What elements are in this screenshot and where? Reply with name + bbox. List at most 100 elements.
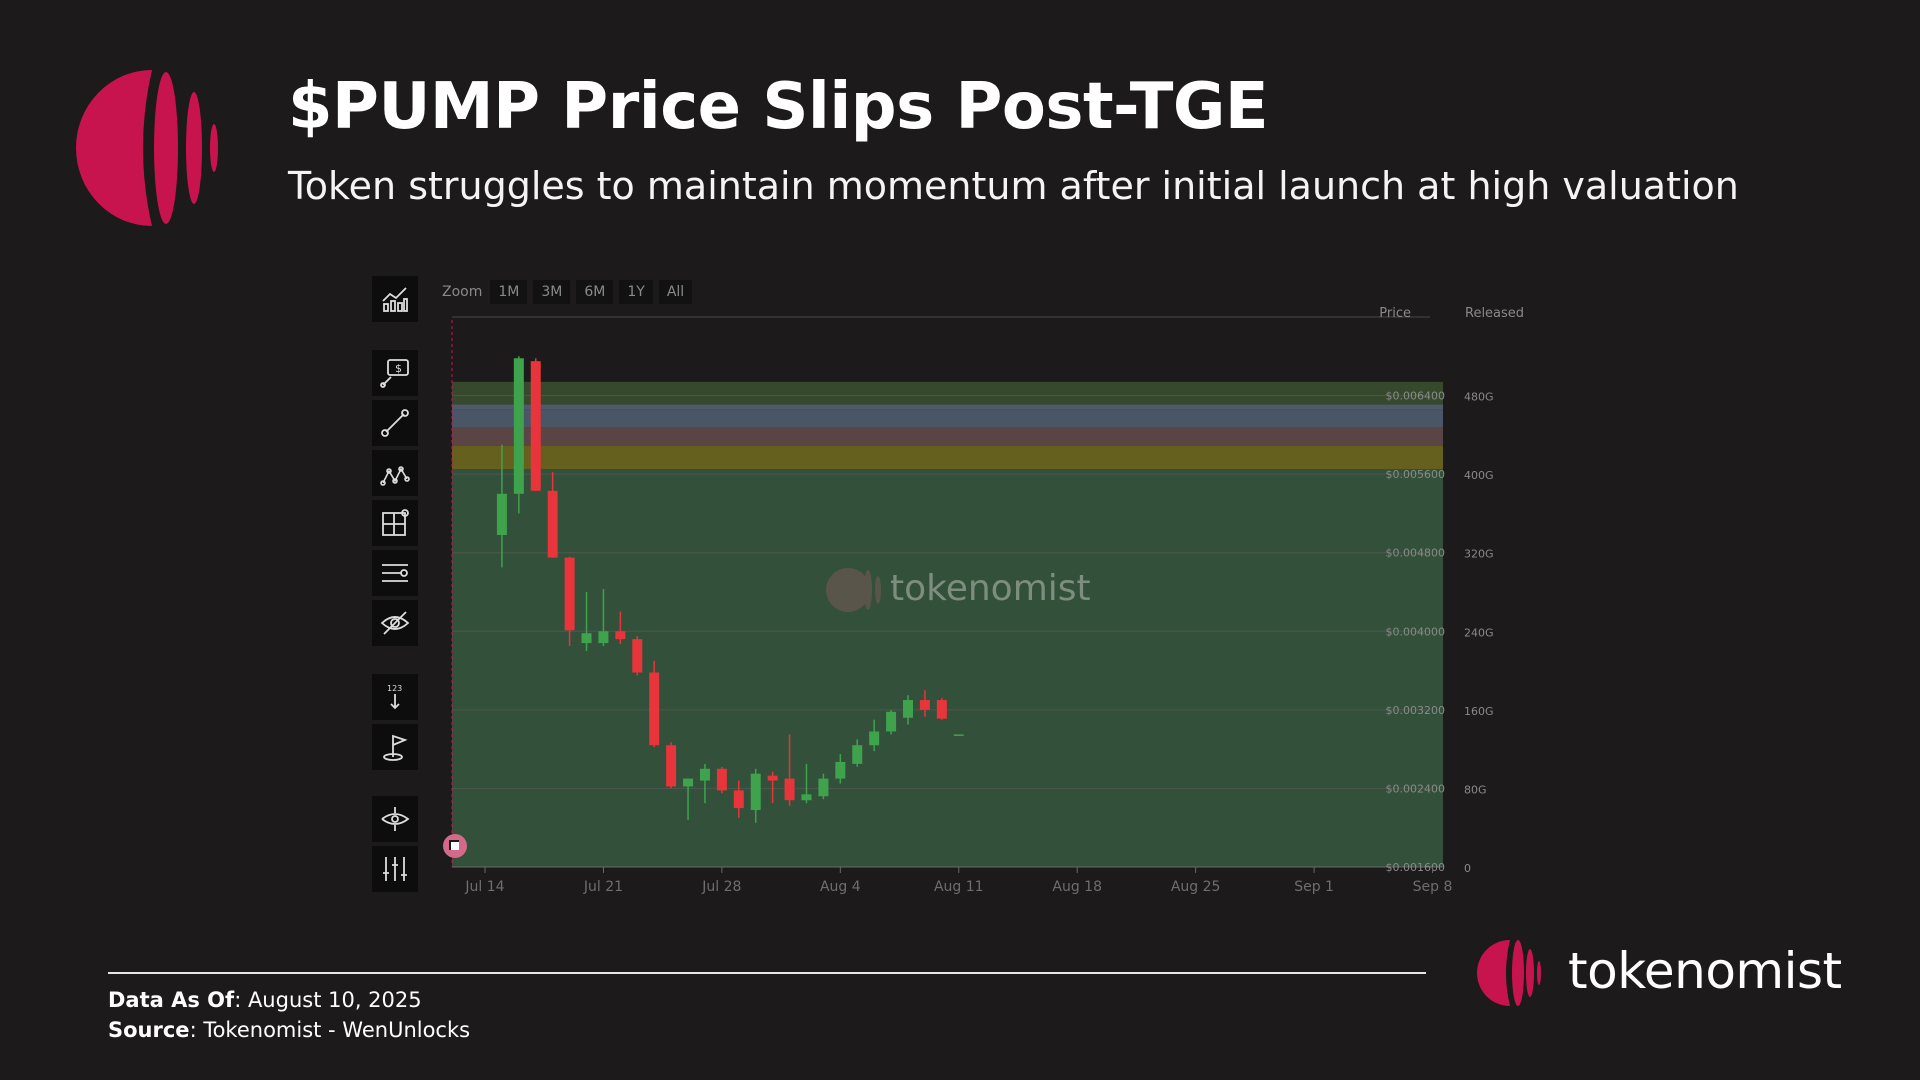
pattern-icon[interactable] — [372, 450, 418, 496]
hide-icon[interactable] — [372, 600, 418, 646]
candle — [835, 754, 846, 784]
candle-body — [699, 768, 710, 781]
candle — [801, 763, 812, 804]
candle-body — [564, 557, 575, 631]
zoom-3m-button[interactable]: 3M — [533, 280, 571, 304]
svg-text:$: $ — [395, 362, 402, 375]
candle — [683, 778, 694, 820]
released-tick-label: 480G — [1464, 391, 1494, 404]
data-as-of: Data As Of: August 10, 2025 — [108, 988, 422, 1012]
layout-grid-icon[interactable] — [372, 500, 418, 546]
x-tick-label: Aug 25 — [1171, 879, 1221, 895]
candle — [598, 589, 609, 647]
candle — [869, 719, 880, 752]
price-alert-icon[interactable]: $ — [372, 350, 418, 396]
candle — [936, 698, 947, 720]
price-chart: tokenomist $0.006400 480G $0.005600 400G $0.… — [443, 306, 1524, 895]
candle-body — [581, 633, 592, 644]
candle-body — [615, 631, 626, 640]
candle — [767, 771, 778, 804]
source: Source: Tokenomist - WenUnlocks — [108, 1018, 470, 1042]
released-band — [452, 445, 1443, 470]
released-band — [452, 409, 1443, 427]
candle-body — [496, 493, 507, 536]
candle — [852, 739, 863, 767]
candle-body — [733, 790, 744, 809]
x-tick-label: Aug 11 — [934, 879, 984, 895]
watermark-logo-icon — [826, 568, 881, 612]
candle-body — [716, 768, 727, 791]
candle-body — [835, 761, 846, 779]
x-tick-label: Sep 1 — [1294, 879, 1334, 895]
price-tick-label: $0.005600 — [1386, 468, 1446, 481]
flag-marker-icon[interactable] — [372, 724, 418, 770]
candle — [699, 763, 710, 804]
candle — [818, 773, 829, 800]
footer-divider — [108, 972, 1426, 974]
candle — [496, 444, 507, 568]
number-marker-icon[interactable]: 123 — [372, 674, 418, 720]
indicator-lines-icon[interactable] — [372, 550, 418, 596]
candle-body — [598, 631, 609, 644]
candle — [615, 611, 626, 645]
price-tick-label: $0.003200 — [1386, 704, 1446, 717]
candle-body — [530, 361, 541, 491]
released-band — [452, 381, 1443, 405]
chart-toolbar: $ 123 — [372, 276, 420, 892]
candle — [581, 592, 592, 651]
candle-body — [801, 794, 812, 801]
crosshair-icon[interactable] — [372, 796, 418, 842]
x-tick-label: Sep 8 — [1413, 879, 1453, 895]
price-tick-label: $0.004000 — [1386, 625, 1446, 638]
candle — [953, 734, 964, 736]
candle — [632, 636, 643, 676]
settings-sliders-icon[interactable] — [372, 846, 418, 892]
candle-body — [547, 490, 558, 558]
zoom-label: Zoom — [442, 284, 483, 300]
x-tick-label: Aug 4 — [820, 879, 861, 895]
candle-body — [784, 778, 795, 801]
candle — [750, 768, 761, 823]
zoom-1y-button[interactable]: 1Y — [619, 280, 653, 304]
x-tick-label: Jul 21 — [583, 879, 623, 895]
trend-line-icon[interactable] — [372, 400, 418, 446]
candle-body — [632, 639, 643, 673]
x-tick-label: Jul 14 — [464, 879, 504, 895]
candle-body — [869, 731, 880, 746]
candle — [716, 766, 727, 794]
data-as-of-value: : August 10, 2025 — [234, 988, 422, 1012]
candle — [530, 358, 541, 491]
candle — [784, 734, 795, 807]
zoom-6m-button[interactable]: 6M — [576, 280, 614, 304]
candle-body — [886, 711, 897, 732]
data-as-of-label: Data As Of — [108, 988, 235, 1012]
released-band — [452, 469, 1443, 867]
candle-body — [767, 775, 778, 781]
x-tick-label: Aug 18 — [1052, 879, 1102, 895]
candle — [547, 472, 558, 558]
released-tick-label: 80G — [1464, 783, 1487, 796]
chart-type-icon[interactable] — [372, 276, 418, 322]
candle-body — [666, 745, 677, 787]
candle — [886, 709, 897, 735]
released-tick-label: 400G — [1464, 469, 1494, 482]
candle-body — [953, 734, 964, 736]
candle — [733, 780, 744, 818]
released-tick-label: 160G — [1464, 705, 1494, 718]
released-band — [452, 404, 1443, 410]
event-marker-icon[interactable] — [443, 834, 467, 858]
svg-text:123: 123 — [387, 684, 402, 693]
zoom-1m-button[interactable]: 1M — [490, 280, 528, 304]
x-tick-label: Jul 28 — [701, 879, 741, 895]
chart-watermark: tokenomist — [890, 568, 1091, 609]
candle — [919, 690, 930, 717]
candle-body — [919, 700, 930, 710]
candle-body — [818, 778, 829, 797]
zoom-all-button[interactable]: All — [658, 280, 693, 304]
source-label: Source — [108, 1018, 190, 1042]
page-title: $PUMP Price Slips Post-TGE — [288, 70, 1269, 144]
zoom-controls: Zoom 1M 3M 6M 1Y All — [442, 280, 693, 304]
candle-body — [903, 700, 913, 718]
candle-body — [683, 778, 694, 787]
candle-body — [513, 358, 524, 494]
